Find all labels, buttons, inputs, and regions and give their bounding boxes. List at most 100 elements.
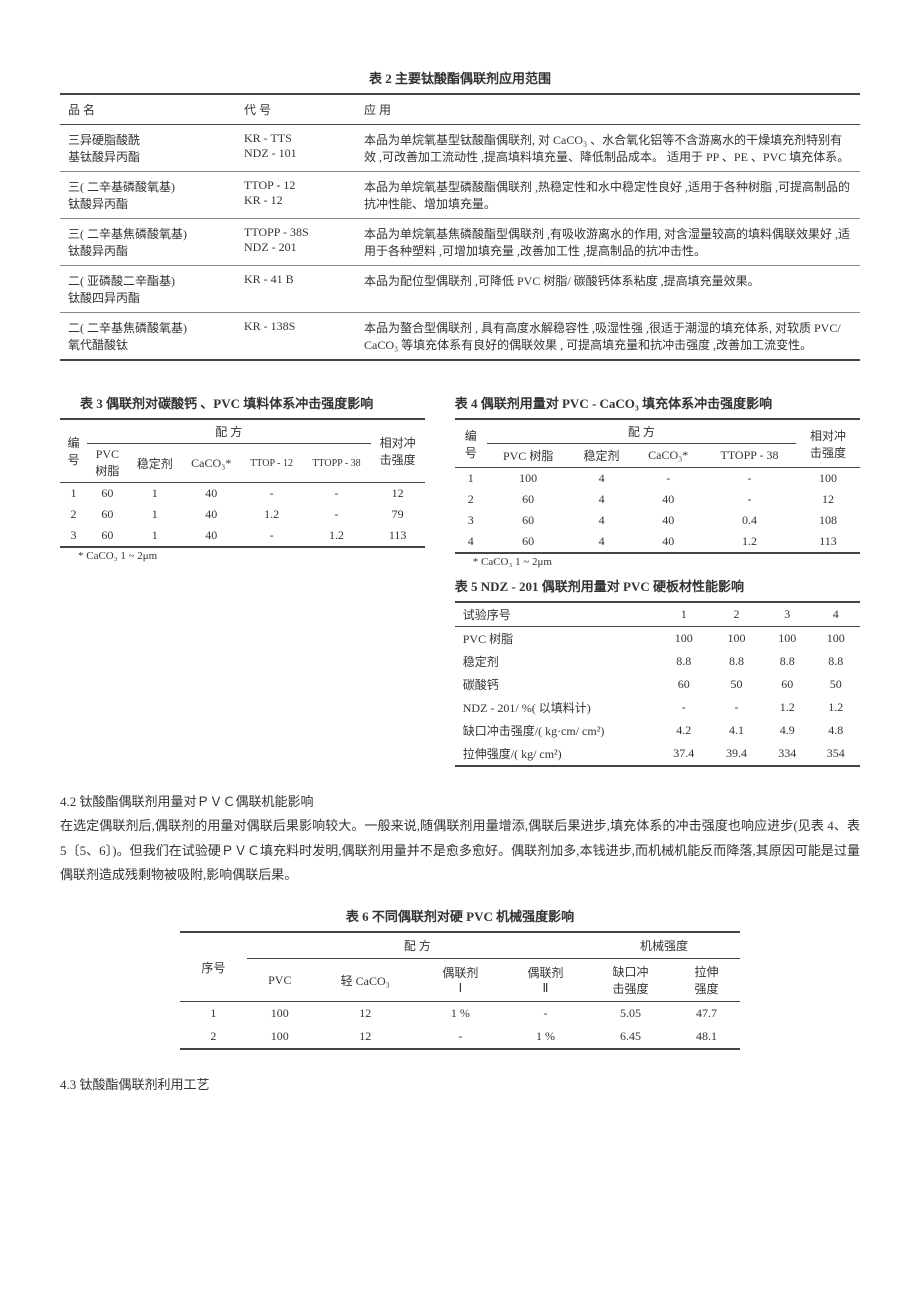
cell: 4 xyxy=(455,531,487,553)
section-4-2-para: 在选定偶联剂后,偶联剂的用量对偶联后果影响较大。一般来说,随偶联剂用量增添,偶联… xyxy=(60,814,860,888)
cell: 40 xyxy=(182,504,241,525)
cell: 100 xyxy=(247,1002,313,1026)
t6-sh0: 序号 xyxy=(180,932,247,1002)
cell: 60 xyxy=(87,525,128,547)
t5-h0: 试验序号 xyxy=(455,602,658,627)
cell: 113 xyxy=(796,531,860,553)
section-4-2-heading: 4.2 钛酸酯偶联剂用量对ＰＶＣ偶联机能影响 xyxy=(60,791,860,810)
t5-h4: 4 xyxy=(811,602,860,627)
section-4-3-heading: 4.3 钛酸酯偶联剂利用工艺 xyxy=(60,1074,860,1093)
cell: 6.45 xyxy=(588,1025,673,1049)
cell: 8.8 xyxy=(657,650,710,673)
cell: 113 xyxy=(371,525,425,547)
t3-sh3: CaCO₃* xyxy=(182,444,241,483)
cell: 354 xyxy=(811,742,860,766)
cell: - xyxy=(302,483,370,505)
cell: 47.7 xyxy=(673,1002,740,1026)
t6-sh5: 缺口冲 击强度 xyxy=(588,959,673,1002)
table4: 编 号 配 方 相对冲 击强度 PVC 树脂 稳定剂 CaCO₃* TTOPP … xyxy=(455,418,860,554)
cell: 2 xyxy=(455,489,487,510)
cell: 12 xyxy=(313,1002,418,1026)
cell: 100 xyxy=(763,627,812,651)
t2-h1: 代 号 xyxy=(236,94,356,125)
table2: 品 名 代 号 应 用 三异硬脂酸酰 基钛酸异丙酯KR - TTS NDZ - … xyxy=(60,93,860,361)
t6-g2: 机械强度 xyxy=(588,932,740,959)
cell: 1 xyxy=(128,504,182,525)
cell: 4.2 xyxy=(657,719,710,742)
cell: 40 xyxy=(182,483,241,505)
t2-cell: KR - TTS NDZ - 101 xyxy=(236,125,356,172)
t2-cell: KR - 138S xyxy=(236,313,356,361)
cell: 60 xyxy=(487,510,570,531)
cell: 12 xyxy=(313,1025,418,1049)
cell: 0.4 xyxy=(703,510,796,531)
t6-sh1: PVC xyxy=(247,959,313,1002)
t3-sh0: 编 号 xyxy=(60,419,87,483)
cell: 1.2 xyxy=(703,531,796,553)
cell: 60 xyxy=(487,531,570,553)
t3-rel: 相对冲 击强度 xyxy=(371,419,425,483)
cell: - xyxy=(302,504,370,525)
t5-h2: 2 xyxy=(710,602,763,627)
t2-cell: 本品为螯合型偶联剂 , 具有高度水解稳容性 ,吸湿性强 ,很适于潮湿的填充体系,… xyxy=(356,313,860,361)
cell: 1 xyxy=(128,525,182,547)
cell: 4.1 xyxy=(710,719,763,742)
cell: 4.8 xyxy=(811,719,860,742)
cell: 40 xyxy=(182,525,241,547)
t2-cell: TTOPP - 38S NDZ - 201 xyxy=(236,219,356,266)
cell: 2 xyxy=(180,1025,247,1049)
cell: 1 % xyxy=(503,1025,588,1049)
t4-sh1: PVC 树脂 xyxy=(487,444,570,468)
table6: 序号 配 方 机械强度 PVC 轻 CaCO₃ 偶联剂 Ⅰ 偶联剂 Ⅱ 缺口冲 … xyxy=(180,931,740,1050)
cell: 60 xyxy=(657,673,710,696)
t2-cell: 二( 二辛基焦磷酸氧基) 氧代醋酸钛 xyxy=(60,313,236,361)
cell: 39.4 xyxy=(710,742,763,766)
cell: 37.4 xyxy=(657,742,710,766)
cell: 12 xyxy=(796,489,860,510)
t2-cell: 本品为单烷氧基型磷酸酯偶联剂 ,热稳定性和水中稳定性良好 ,适用于各种树脂 ,可… xyxy=(356,172,860,219)
table6-title: 表 6 不同偶联剂对硬 PVC 机械强度影响 xyxy=(60,906,860,925)
cell: 4 xyxy=(570,489,634,510)
cell: 40 xyxy=(634,489,703,510)
cell: 1 % xyxy=(418,1002,503,1026)
cell: 40 xyxy=(634,510,703,531)
cell: - xyxy=(710,696,763,719)
cell: 稳定剂 xyxy=(455,650,658,673)
cell: 50 xyxy=(710,673,763,696)
t2-h0: 品 名 xyxy=(60,94,236,125)
t2-cell: 三( 二辛基焦磷酸氧基) 钛酸异丙酯 xyxy=(60,219,236,266)
cell: 48.1 xyxy=(673,1025,740,1049)
t2-cell: TTOP - 12 KR - 12 xyxy=(236,172,356,219)
table3-title: 表 3 偶联剂对碳酸钙 、PVC 填料体系冲击强度影响 xyxy=(80,393,425,412)
t4-sh4: TTOPP - 38 xyxy=(703,444,796,468)
cell: 100 xyxy=(247,1025,313,1049)
t3-sh2: 稳定剂 xyxy=(128,444,182,483)
cell: 1.2 xyxy=(241,504,303,525)
cell: 4 xyxy=(570,531,634,553)
table5: 试验序号 1 2 3 4 PVC 树脂100100100100稳定剂8.88.8… xyxy=(455,601,860,767)
table3-note: * CaCO₃ 1 ~ 2μm xyxy=(78,550,425,562)
t2-cell: KR - 41 B xyxy=(236,266,356,313)
cell: - xyxy=(418,1025,503,1049)
table3: 编 号 配 方 相对冲 击强度 PVC 树脂 稳定剂 CaCO₃* TTOP -… xyxy=(60,418,425,548)
cell: - xyxy=(241,483,303,505)
t2-h2: 应 用 xyxy=(356,94,860,125)
t5-h3: 3 xyxy=(763,602,812,627)
cell: 100 xyxy=(657,627,710,651)
t3-sh4: TTOP - 12 xyxy=(241,444,303,483)
t2-cell: 三( 二辛基磷酸氧基) 钛酸异丙酯 xyxy=(60,172,236,219)
cell: - xyxy=(703,468,796,490)
cell: 100 xyxy=(487,468,570,490)
cell: 1.2 xyxy=(811,696,860,719)
cell: 100 xyxy=(796,468,860,490)
t6-g1: 配 方 xyxy=(247,932,588,959)
t4-group: 配 方 xyxy=(487,419,796,444)
cell: PVC 树脂 xyxy=(455,627,658,651)
cell: 8.8 xyxy=(710,650,763,673)
cell: 60 xyxy=(87,504,128,525)
cell: - xyxy=(703,489,796,510)
cell: 8.8 xyxy=(763,650,812,673)
cell: 50 xyxy=(811,673,860,696)
t2-cell: 本品为配位型偶联剂 ,可降低 PVC 树脂/ 碳酸钙体系粘度 ,提高填充量效果。 xyxy=(356,266,860,313)
t2-cell: 三异硬脂酸酰 基钛酸异丙酯 xyxy=(60,125,236,172)
